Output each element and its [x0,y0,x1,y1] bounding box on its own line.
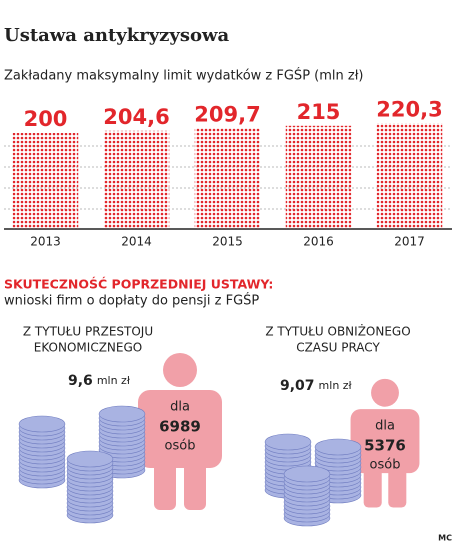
bar [12,133,79,229]
coin [283,465,331,483]
value-label: 204,6 [103,105,169,129]
prefix: dla [170,400,190,415]
x-tick-label: 2015 [212,235,243,249]
x-tick-label: 2014 [121,235,152,249]
chart-subtitle: Zakładany maksymalny limit wydatków z FG… [4,68,363,84]
stat-amount: 9,6 mln zł [68,373,131,389]
unit: mln zł [319,379,353,392]
stat-amount: 9,07 mln zł [280,378,353,394]
x-tick-label: 2017 [394,235,425,249]
section-heading: SKUTECZNOŚĆ POPRZEDNIEJ USTAWY: [4,277,273,292]
x-tick-label: 2013 [30,235,61,249]
coin [314,438,362,456]
head [163,353,197,387]
stat-heading: Z TYTUŁU PRZESTOJU [23,325,153,339]
title: Ustawa antykryzysowa [4,25,229,46]
head [371,378,399,407]
section-subheading: wnioski firm o dopłaty do pensji z FGŚP [4,293,259,309]
person-icon [138,353,222,510]
leg [388,460,407,508]
suffix: osób [165,439,196,454]
credit: MC [438,534,452,543]
count: 6989 [159,418,201,436]
prefix: dla [375,418,395,433]
coin [98,405,146,423]
coin [264,433,312,451]
leg [184,452,206,510]
x-tick-label: 2016 [303,235,334,249]
bar [285,125,352,229]
value-label: 215 [297,100,341,124]
count: 5376 [364,436,406,454]
body [350,409,420,474]
stat-heading: EKONOMICZNEGO [34,341,142,355]
person-icon [350,378,420,508]
bar [194,128,261,229]
coin [18,415,66,433]
unit: mln zł [97,374,131,387]
stat-heading: CZASU PRACY [296,341,380,355]
stat-heading: Z TYTUŁU OBNIŻONEGO [265,324,410,339]
bar [376,123,443,229]
value-label: 209,7 [194,102,260,126]
amount: 9,07 [280,378,315,394]
value-label: 220,3 [376,97,442,121]
leg [363,460,382,508]
value-label: 200 [24,107,68,131]
coin [66,450,114,468]
suffix: osób [370,457,401,472]
body [138,390,222,468]
leg [154,452,176,510]
bar [103,130,170,229]
amount: 9,6 [68,373,93,389]
